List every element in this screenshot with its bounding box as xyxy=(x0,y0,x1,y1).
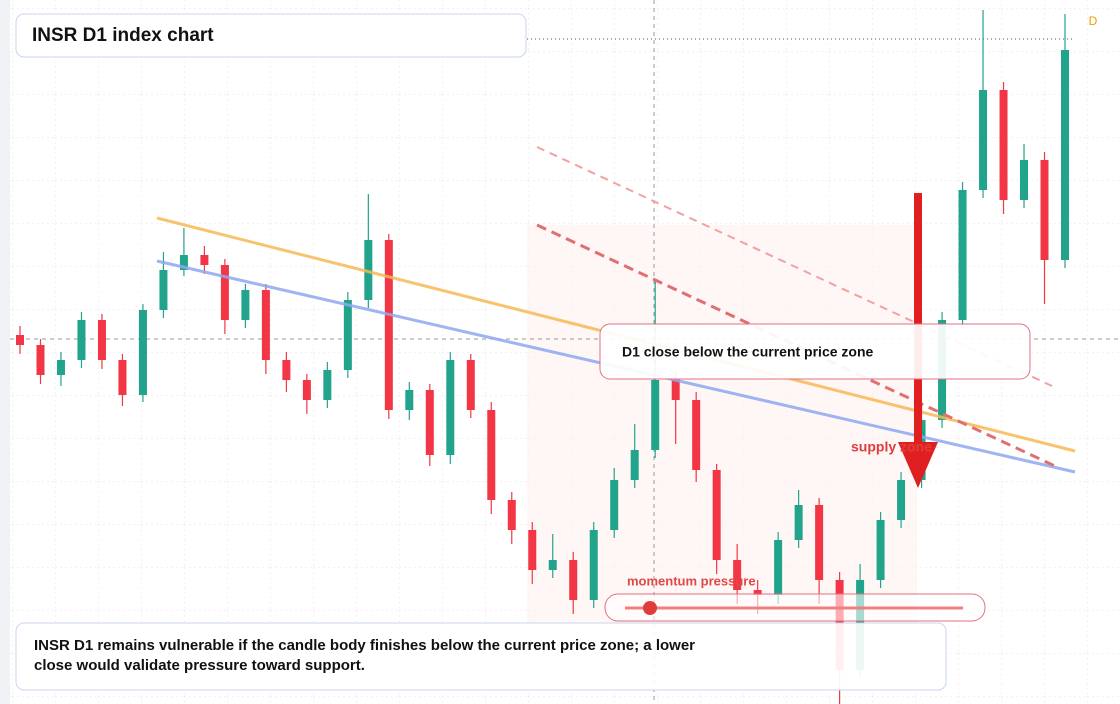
arrow-head xyxy=(898,442,938,488)
candle-body xyxy=(302,380,311,400)
note-wrap: INSR D1 remains vulnerable if the candle… xyxy=(34,637,695,674)
candle-body xyxy=(466,360,475,410)
candle-body xyxy=(958,190,967,320)
zone-label: supply zone xyxy=(851,439,932,455)
candle-body xyxy=(179,255,188,270)
candle-body xyxy=(241,290,250,320)
candle-body xyxy=(610,480,619,530)
candle-body xyxy=(753,590,762,595)
chart-title: INSR D1 index chart xyxy=(32,25,214,46)
candle-body xyxy=(774,540,783,595)
candle-body xyxy=(876,520,885,580)
candle-body xyxy=(56,360,65,375)
title-box xyxy=(15,13,527,58)
candle-body xyxy=(651,380,660,450)
candle-body xyxy=(1040,160,1049,260)
candle-body xyxy=(261,290,270,360)
candle-body xyxy=(1061,50,1069,260)
candle-body xyxy=(200,255,209,265)
callout-text: D1 close below the current price zone xyxy=(622,344,874,360)
candle-body xyxy=(364,240,373,300)
arrow-shaft xyxy=(914,193,922,448)
candle-body xyxy=(487,410,496,500)
candle-body xyxy=(343,300,352,370)
candle-body xyxy=(77,320,86,360)
candle-body xyxy=(733,560,742,590)
candle-body xyxy=(815,505,824,580)
candle-body xyxy=(999,90,1008,200)
candle-body xyxy=(1020,160,1029,200)
candle-body xyxy=(138,310,147,395)
candle-body xyxy=(425,390,434,455)
candle-body xyxy=(118,360,127,395)
meter-label: momentum pressure xyxy=(627,573,756,588)
candle-body xyxy=(897,480,906,520)
callout-box xyxy=(599,323,1031,380)
candle-body xyxy=(979,90,988,190)
candle-body xyxy=(630,450,639,480)
candle-body xyxy=(384,240,393,410)
candle-body xyxy=(569,560,578,600)
candles xyxy=(16,10,1069,704)
badge: D xyxy=(1089,14,1098,28)
candle-body xyxy=(97,320,106,360)
candle-body xyxy=(405,390,414,410)
candle-body xyxy=(36,345,45,375)
candle-body xyxy=(794,505,803,540)
candle-body xyxy=(323,370,332,400)
note-box xyxy=(15,622,947,691)
left-edge xyxy=(0,0,10,704)
candle-body xyxy=(507,500,516,530)
candle-body xyxy=(548,560,557,570)
candle-body xyxy=(16,335,24,345)
candle-body xyxy=(282,360,291,380)
candle-body xyxy=(220,265,229,320)
meter-knob xyxy=(643,601,657,615)
candle-body xyxy=(528,530,537,570)
candle-body xyxy=(589,530,598,600)
candle-body xyxy=(671,380,680,400)
candle-body xyxy=(712,470,721,560)
candle-body xyxy=(159,270,168,310)
candle-body xyxy=(692,400,701,470)
dashed-line-upper xyxy=(536,146,1053,387)
note-text: INSR D1 remains vulnerable if the candle… xyxy=(34,637,695,674)
candle-body xyxy=(446,360,455,455)
